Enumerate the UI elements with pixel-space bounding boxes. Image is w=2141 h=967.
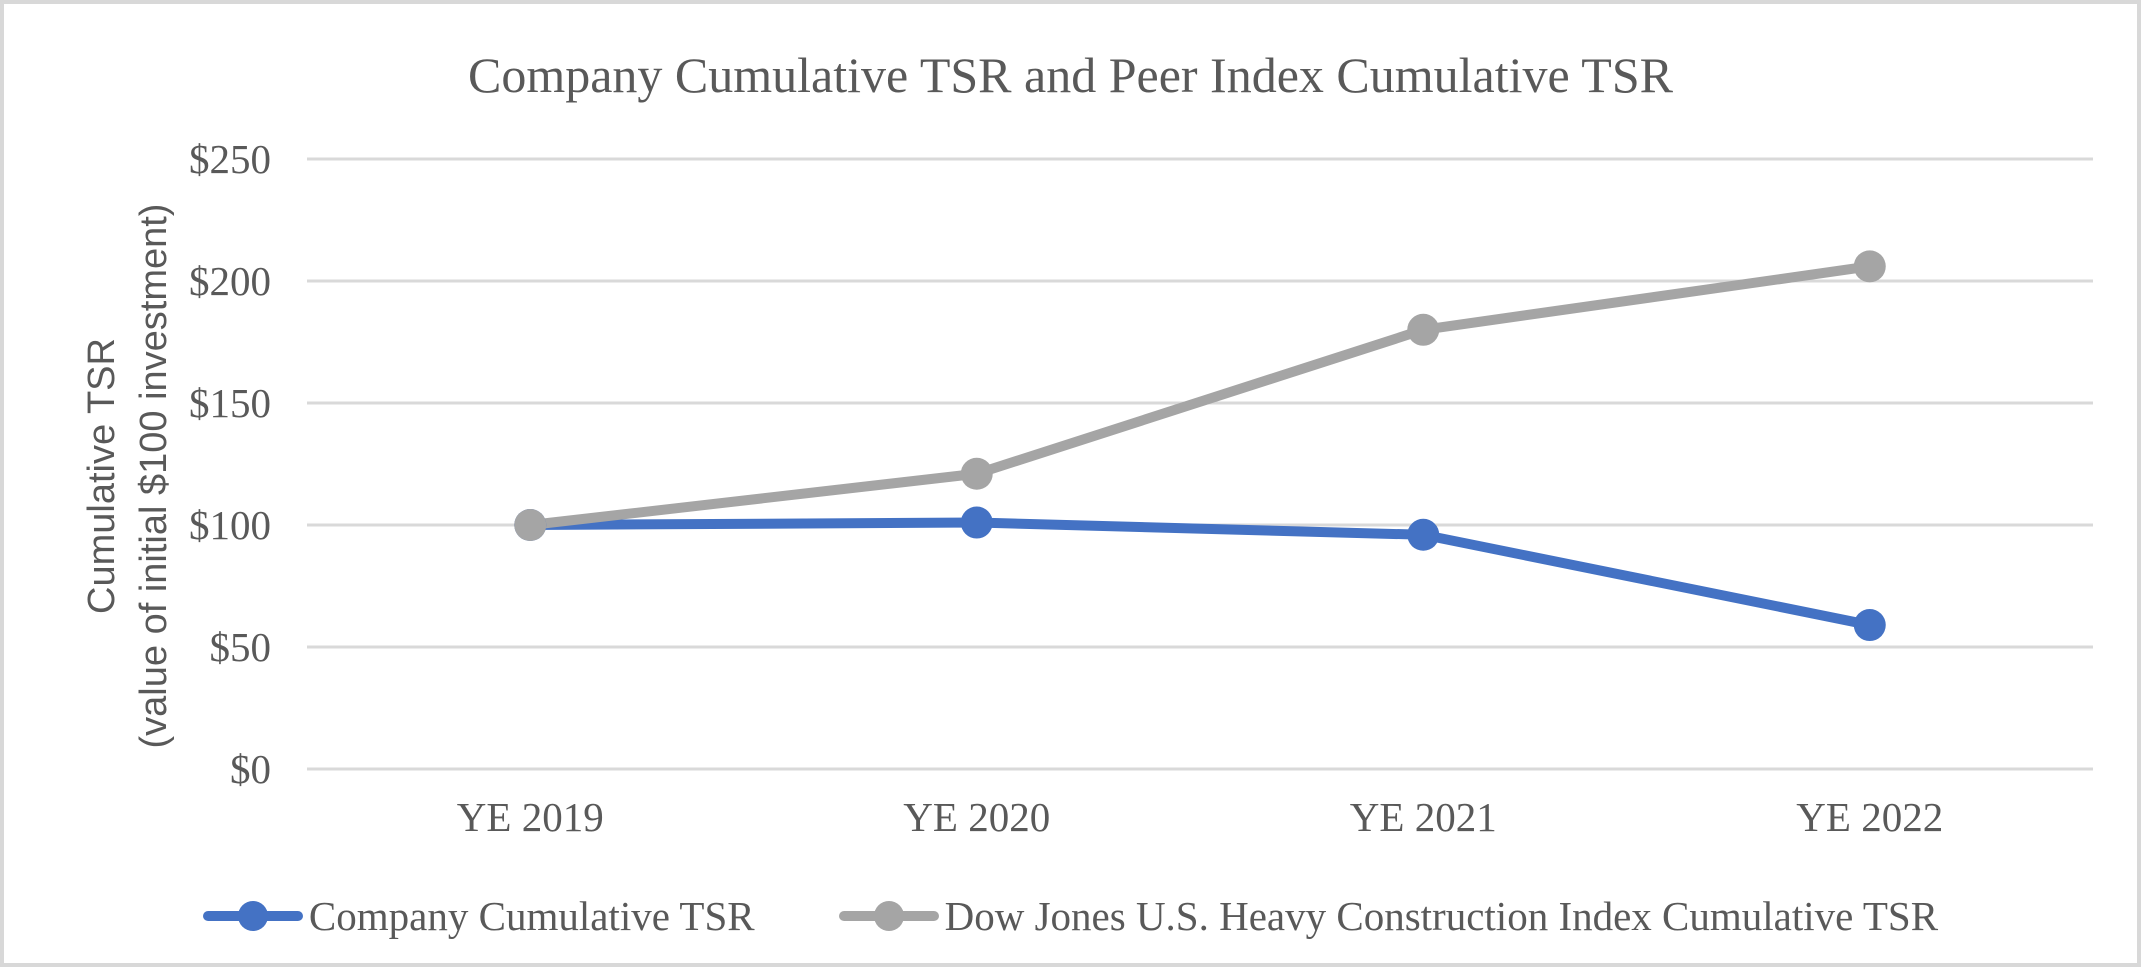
company-marker-ye-2022 — [1853, 609, 1886, 642]
company-marker-ye-2021 — [1407, 518, 1440, 551]
peer-index-marker-ye-2021 — [1407, 313, 1440, 346]
x-tick-label-ye-2021: YE 2021 — [1349, 794, 1497, 840]
company-marker-ye-2020 — [960, 506, 993, 539]
y-tick-label-200: $200 — [189, 258, 271, 304]
legend: Company Cumulative TSR Dow Jones U.S. Hea… — [4, 884, 2137, 948]
peer-index-series-line — [525, 261, 1875, 530]
peer-index-marker-ye-2019 — [514, 509, 547, 541]
x-tick-label-ye-2022: YE 2022 — [1796, 794, 1944, 840]
y-tick-label-150: $150 — [189, 380, 271, 426]
chart-title: Company Cumulative TSR and Peer Index Cu… — [467, 47, 1673, 103]
legend-dot-icon-peer-index — [873, 901, 904, 931]
legend-line-marker-icon-company — [202, 901, 303, 931]
legend-item-peer-index: Dow Jones U.S. Heavy Construction Index … — [838, 892, 1939, 940]
y-tick-label-250: $250 — [189, 136, 271, 182]
peer-index-marker-ye-2020 — [960, 457, 993, 490]
x-tick-label-ye-2020: YE 2020 — [903, 794, 1051, 840]
legend-label-company: Company Cumulative TSR — [308, 893, 755, 939]
peer-index-marker-ye-2022 — [1853, 250, 1886, 283]
legend-item-company: Company Cumulative TSR — [202, 892, 755, 940]
y-tick-label-0: $0 — [230, 746, 271, 792]
company-series-line — [525, 517, 1875, 631]
legend-line-marker-icon-peer-index — [838, 901, 939, 931]
y-tick-label-50: $50 — [209, 624, 272, 670]
legend-dot-icon-company — [237, 901, 268, 931]
plot-area — [307, 157, 2093, 771]
x-tick-label-ye-2019: YE 2019 — [456, 794, 604, 840]
legend-label-peer-index: Dow Jones U.S. Heavy Construction Index … — [944, 893, 1939, 939]
y-tick-label-100: $100 — [189, 502, 271, 548]
